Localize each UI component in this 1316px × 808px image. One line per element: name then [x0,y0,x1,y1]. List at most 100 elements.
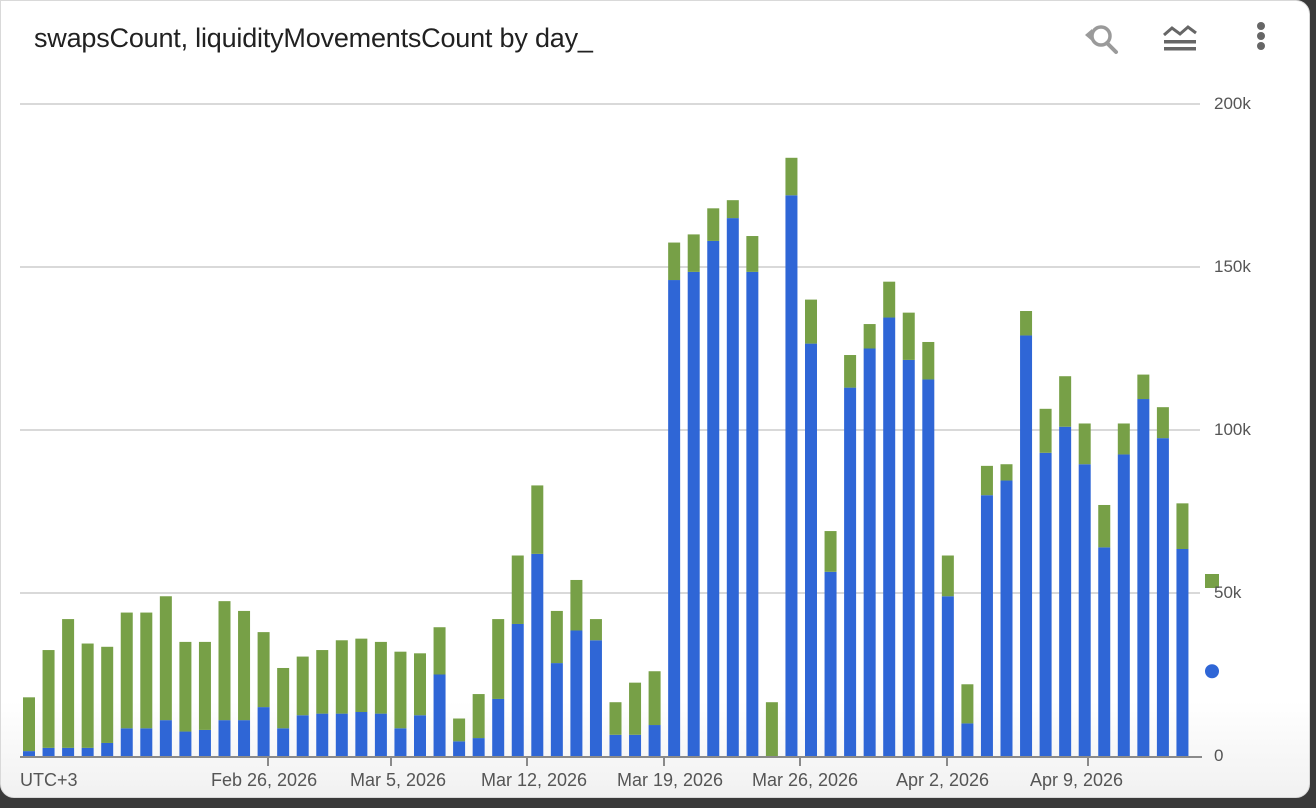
more-options-button[interactable] [1239,19,1283,63]
bar-liquidity[interactable] [335,640,348,714]
bar-liquidity[interactable] [550,610,563,664]
bar-swaps[interactable] [23,751,35,756]
bar-liquidity[interactable] [62,619,75,748]
bar-liquidity[interactable] [980,465,993,496]
bar-liquidity[interactable] [316,650,329,714]
bar-liquidity[interactable] [492,619,505,699]
bar-liquidity[interactable] [589,619,602,641]
bar-swaps[interactable] [179,731,192,756]
bar-liquidity[interactable] [687,234,700,272]
bar-liquidity[interactable] [1078,423,1091,465]
bar-swaps[interactable] [472,738,485,756]
bar-swaps[interactable] [1000,480,1013,756]
bar-liquidity[interactable] [941,555,954,597]
bar-swaps[interactable] [844,387,857,756]
bar-liquidity[interactable] [394,651,407,729]
bar-swaps[interactable] [120,728,133,756]
bar-swaps[interactable] [922,379,935,756]
bar-swaps[interactable] [374,713,387,756]
bar-liquidity[interactable] [883,281,896,318]
bar-swaps[interactable] [492,698,505,756]
bar-liquidity[interactable] [1117,423,1130,455]
bar-swaps[interactable] [824,571,837,756]
bar-swaps[interactable] [805,343,817,756]
bar-swaps[interactable] [550,663,563,756]
bar-swaps[interactable] [785,195,798,756]
bar-liquidity[interactable] [648,671,661,726]
bar-liquidity[interactable] [296,656,309,716]
bar-swaps[interactable] [980,495,993,756]
bar-swaps[interactable] [81,747,94,756]
bar-liquidity[interactable] [1059,376,1072,427]
bar-swaps[interactable] [159,720,172,756]
bar-liquidity[interactable] [707,208,720,241]
bar-liquidity[interactable] [1156,407,1169,439]
bar-liquidity[interactable] [355,638,368,712]
bar-swaps[interactable] [316,713,329,756]
bar-swaps[interactable] [902,359,915,756]
bar-liquidity[interactable] [1039,408,1052,453]
bar-liquidity[interactable] [472,694,485,739]
bar-liquidity[interactable] [374,641,387,714]
bar-swaps[interactable] [589,640,602,756]
bar-swaps[interactable] [941,596,954,756]
bar-swaps[interactable] [140,728,153,756]
bar-swaps[interactable] [296,715,309,756]
bar-swaps[interactable] [961,723,974,756]
bar-liquidity[interactable] [668,242,681,281]
bar-liquidity[interactable] [23,697,35,752]
bar-liquidity[interactable] [101,646,114,743]
bar-swaps[interactable] [198,729,211,756]
bar-swaps[interactable] [62,747,75,756]
bar-liquidity[interactable] [570,579,583,631]
bar-swaps[interactable] [1098,547,1111,756]
bar-liquidity[interactable] [198,641,211,730]
current-liquidity-marker[interactable] [1205,574,1219,588]
bar-swaps[interactable] [257,707,270,756]
bar-swaps[interactable] [668,280,681,756]
bar-liquidity[interactable] [120,612,133,729]
bar-liquidity[interactable] [785,157,798,196]
bar-liquidity[interactable] [277,667,290,729]
bar-liquidity[interactable] [609,702,622,735]
bar-swaps[interactable] [726,218,739,757]
bar-swaps[interactable] [648,725,661,756]
bar-swaps[interactable] [629,734,642,756]
bar-liquidity[interactable] [218,601,231,721]
bar-liquidity[interactable] [140,612,153,729]
bar-liquidity[interactable] [922,341,935,380]
bar-swaps[interactable] [883,317,896,756]
bar-swaps[interactable] [1137,399,1150,756]
zoom-reset-button[interactable] [1077,19,1121,63]
bar-liquidity[interactable] [844,355,857,388]
bar-swaps[interactable] [335,713,348,756]
bar-liquidity[interactable] [81,643,94,748]
bar-swaps[interactable] [277,728,290,756]
bar-liquidity[interactable] [531,485,544,554]
bar-liquidity[interactable] [1137,374,1150,400]
bar-swaps[interactable] [1059,426,1072,756]
bar-liquidity[interactable] [765,702,778,756]
bar-swaps[interactable] [453,741,466,756]
bar-liquidity[interactable] [1176,503,1189,549]
current-swaps-point[interactable] [1205,664,1219,679]
bar-liquidity[interactable] [863,324,876,349]
bar-liquidity[interactable] [902,312,915,360]
bar-swaps[interactable] [1020,335,1033,756]
bar-liquidity[interactable] [1000,464,1013,481]
bar-swaps[interactable] [355,711,368,756]
chart-type-button[interactable] [1159,19,1203,63]
bar-swaps[interactable] [101,742,114,756]
bar-liquidity[interactable] [159,596,172,721]
bar-swaps[interactable] [511,623,524,756]
bar-swaps[interactable] [570,630,583,756]
bar-swaps[interactable] [238,720,251,756]
bar-liquidity[interactable] [824,531,837,572]
bar-swaps[interactable] [1078,464,1091,756]
bar-liquidity[interactable] [42,650,55,748]
bar-liquidity[interactable] [511,555,524,624]
bar-swaps[interactable] [687,271,700,756]
bar-swaps[interactable] [42,747,55,756]
bar-liquidity[interactable] [414,653,426,716]
bar-liquidity[interactable] [1098,504,1111,548]
